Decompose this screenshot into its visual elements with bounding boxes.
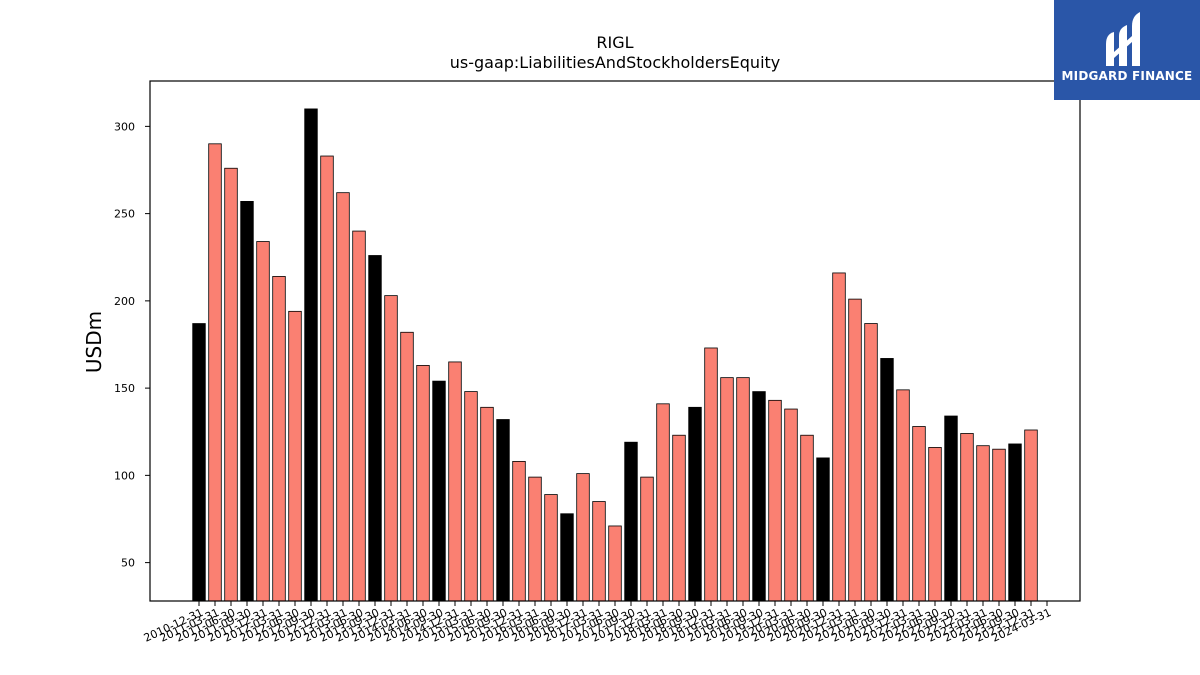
bar <box>368 255 382 602</box>
bar <box>576 473 590 602</box>
bar <box>224 167 238 602</box>
bar <box>672 434 686 602</box>
bar <box>432 380 446 602</box>
x-axis: 2010-12-312011-03-312011-06-302011-09-30… <box>142 601 1053 645</box>
bars-group <box>192 108 1038 602</box>
y-tick-label: 50 <box>121 557 135 570</box>
bar <box>864 323 878 602</box>
bar <box>1008 443 1022 602</box>
bar <box>816 457 830 602</box>
bar <box>880 358 894 602</box>
bar <box>544 494 558 602</box>
bar <box>496 419 510 602</box>
bar <box>832 272 846 602</box>
chart-title: RIGL <box>596 33 633 52</box>
bar <box>704 347 718 602</box>
bar <box>336 192 350 602</box>
bar <box>944 415 958 602</box>
bar <box>352 230 366 602</box>
bar <box>848 298 862 602</box>
chart-subtitle: us-gaap:LiabilitiesAndStockholdersEquity <box>450 53 781 72</box>
bar <box>896 389 910 602</box>
y-axis-label: USDm <box>82 311 106 373</box>
y-axis: 50 100 150 200 250 300 <box>114 120 150 570</box>
bar <box>976 445 990 602</box>
brand-logo: MIDGARD FINANCE <box>1054 0 1200 100</box>
bar <box>304 108 318 602</box>
bar <box>240 200 254 602</box>
bar <box>768 399 782 602</box>
bar <box>384 295 398 602</box>
bar <box>688 406 702 602</box>
bar <box>912 426 926 602</box>
bar <box>272 276 286 602</box>
bar <box>928 447 942 602</box>
plot-frame <box>149 80 1081 602</box>
bar <box>320 155 334 602</box>
y-tick-label: 300 <box>114 120 135 133</box>
bar <box>784 408 798 602</box>
bar <box>720 377 734 602</box>
y-tick-label: 200 <box>114 295 135 308</box>
bar <box>960 433 974 602</box>
bar <box>800 434 814 602</box>
bar <box>256 241 270 602</box>
bar <box>640 476 654 602</box>
bar <box>560 513 574 602</box>
bar <box>656 403 670 602</box>
y-tick-label: 250 <box>114 208 135 221</box>
bar <box>752 391 766 602</box>
bar <box>992 448 1006 602</box>
bar <box>624 441 638 602</box>
bar <box>480 406 494 602</box>
y-tick-label: 100 <box>114 469 135 482</box>
bar <box>448 361 462 602</box>
y-tick-label: 150 <box>114 382 135 395</box>
bar <box>400 331 414 602</box>
bar <box>512 460 526 602</box>
bar <box>1024 429 1038 602</box>
bar <box>208 143 222 602</box>
bar <box>288 310 302 602</box>
bar <box>416 365 430 602</box>
brand-name: MIDGARD FINANCE <box>1061 69 1193 83</box>
bar <box>592 501 606 602</box>
bar <box>608 525 622 602</box>
bar <box>736 377 750 602</box>
bar <box>464 391 478 602</box>
bar <box>192 323 206 602</box>
midgard-finance-logo-icon <box>1106 12 1140 66</box>
bar <box>528 476 542 602</box>
